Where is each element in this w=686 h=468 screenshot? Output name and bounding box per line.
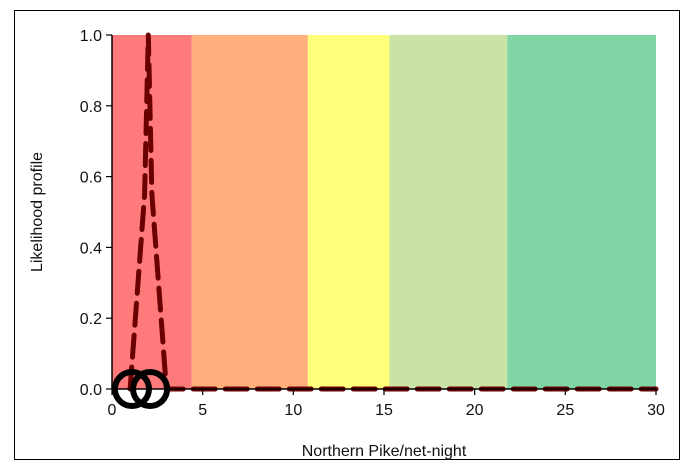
x-axis-title: Northern Pike/net-night [302,443,467,460]
x-tick-label: 25 [556,402,574,419]
x-tick-label: 10 [284,402,302,419]
y-axis-title: Likelihood profile [29,152,46,272]
threshold-bands [112,35,656,389]
y-tick-label: 0.0 [80,382,102,399]
x-tick-label: 0 [108,402,117,419]
y-tick-label: 0.6 [80,170,102,187]
y-tick-label: 1.0 [80,28,102,45]
axes: 0.0 0.2 0.4 0.6 0.8 1.0 0 5 10 15 20 25 30 [80,28,665,419]
band-3 [389,35,508,389]
band-4 [507,35,656,389]
y-tick-label: 0.8 [80,99,102,116]
y-tick-label: 0.4 [80,240,102,257]
x-tick-label: 15 [375,402,393,419]
y-tick-label: 0.2 [80,311,102,328]
band-2 [307,35,390,389]
band-1 [191,35,308,389]
x-tick-label: 5 [198,402,207,419]
x-tick-label: 30 [647,402,665,419]
x-tick-label: 20 [466,402,484,419]
